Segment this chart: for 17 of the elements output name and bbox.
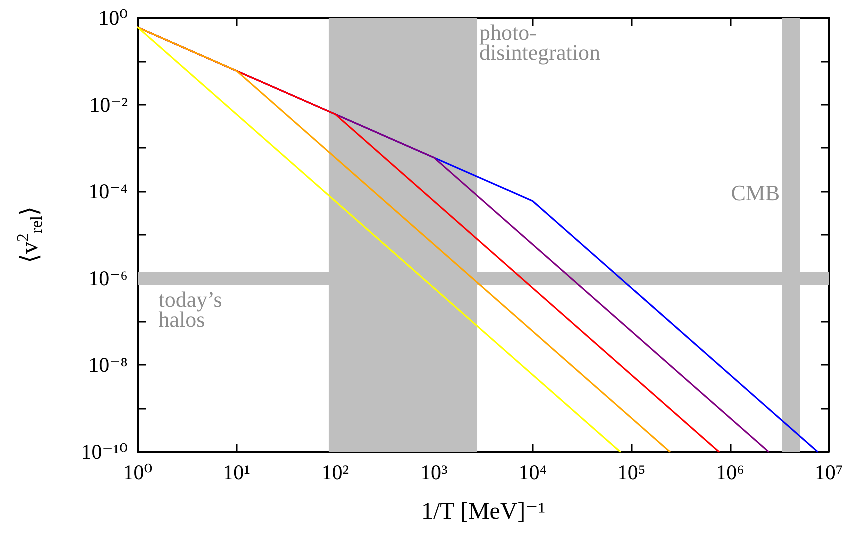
x-tick-label: 10³: [420, 460, 448, 484]
y-tick-label: 10⁻⁴: [88, 180, 128, 204]
x-tick-label: 10²: [322, 460, 350, 484]
band-label: today’s halos: [158, 286, 222, 332]
x-tick-label: 10⁵: [617, 460, 646, 484]
y-tick-label: 10⁻⁸: [88, 353, 128, 378]
x-tick-label: 10⁷: [814, 460, 844, 484]
x-axis-title: 1/T [MeV]⁻¹: [421, 499, 546, 525]
y-axis-title: ⟨v2rel⟩: [14, 206, 46, 264]
x-tick-label: 10⁴: [518, 460, 548, 484]
y-tick-label: 10⁰: [98, 6, 128, 30]
y-tick-label: 10⁻²: [90, 92, 128, 117]
y-tick-label: 10⁻⁶: [88, 266, 128, 290]
x-tick-label: 10⁶: [716, 460, 744, 484]
band-label: photo- disintegration: [480, 20, 600, 65]
band-label: CMB: [731, 180, 780, 206]
x-tick-label: 10¹: [223, 460, 250, 484]
